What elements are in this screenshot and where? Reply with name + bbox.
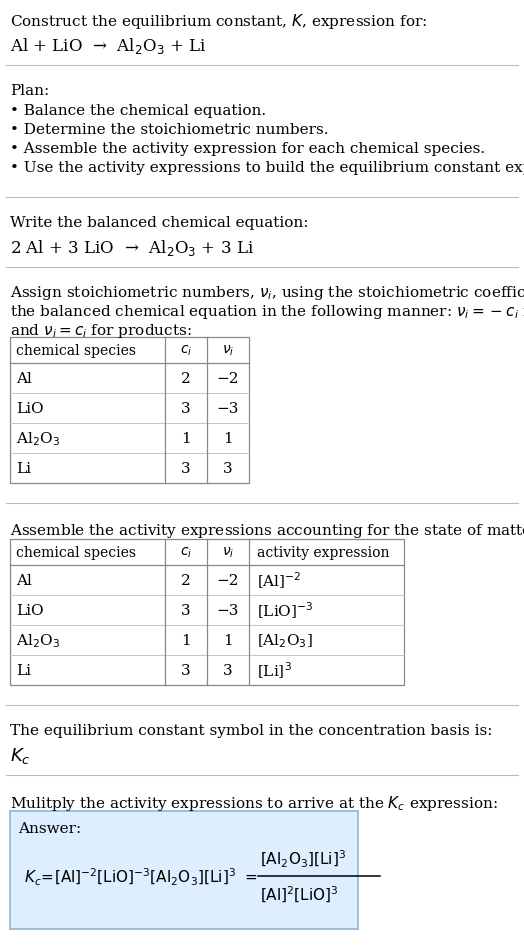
Text: Al: Al [16, 371, 32, 386]
Text: $[\mathrm{Al_2O_3}][\mathrm{Li}]^3$: $[\mathrm{Al_2O_3}][\mathrm{Li}]^3$ [260, 847, 346, 868]
Text: chemical species: chemical species [16, 545, 136, 560]
Text: 2: 2 [181, 573, 191, 587]
Text: [LiO]$^{-3}$: [LiO]$^{-3}$ [257, 600, 313, 621]
Text: Assign stoichiometric numbers, $\nu_i$, using the stoichiometric coefficients, $: Assign stoichiometric numbers, $\nu_i$, … [10, 284, 524, 302]
Text: $c_i$: $c_i$ [180, 545, 192, 560]
Text: Al$_2$O$_3$: Al$_2$O$_3$ [16, 631, 60, 649]
Text: $=$: $=$ [242, 869, 258, 883]
Text: Assemble the activity expressions accounting for the state of matter and $\nu_i$: Assemble the activity expressions accoun… [10, 522, 524, 540]
Bar [10, 540, 404, 685]
Text: 3: 3 [181, 462, 191, 475]
Text: $[\mathrm{Al}]^2[\mathrm{LiO}]^3$: $[\mathrm{Al}]^2[\mathrm{LiO}]^3$ [260, 884, 339, 904]
Text: 3: 3 [223, 462, 233, 475]
Text: • Determine the stoichiometric numbers.: • Determine the stoichiometric numbers. [10, 123, 329, 137]
Text: • Balance the chemical equation.: • Balance the chemical equation. [10, 104, 266, 118]
Text: Answer:: Answer: [18, 822, 81, 835]
Text: Mulitply the activity expressions to arrive at the $K_c$ expression:: Mulitply the activity expressions to arr… [10, 793, 498, 812]
Text: −3: −3 [217, 604, 239, 617]
Text: Plan:: Plan: [10, 84, 49, 98]
Text: [Al]$^{-2}$: [Al]$^{-2}$ [257, 570, 302, 590]
Text: Al + LiO  →  Al$_2$O$_3$ + Li: Al + LiO → Al$_2$O$_3$ + Li [10, 36, 206, 56]
Text: chemical species: chemical species [16, 344, 136, 358]
Text: Al$_2$O$_3$: Al$_2$O$_3$ [16, 429, 60, 447]
Text: LiO: LiO [16, 402, 43, 416]
Text: • Assemble the activity expression for each chemical species.: • Assemble the activity expression for e… [10, 142, 485, 156]
Text: The equilibrium constant symbol in the concentration basis is:: The equilibrium constant symbol in the c… [10, 724, 493, 737]
Text: 1: 1 [181, 431, 191, 446]
Text: $\nu_i$: $\nu_i$ [222, 545, 234, 560]
Text: −3: −3 [217, 402, 239, 416]
Text: activity expression: activity expression [257, 545, 389, 560]
Text: 3: 3 [181, 664, 191, 677]
Text: 1: 1 [181, 633, 191, 647]
Text: the balanced chemical equation in the following manner: $\nu_i = -c_i$ for react: the balanced chemical equation in the fo… [10, 303, 524, 321]
Text: 3: 3 [181, 604, 191, 617]
Text: LiO: LiO [16, 604, 43, 617]
Bar [10, 811, 358, 929]
Text: −2: −2 [217, 573, 239, 587]
Text: $K_c$: $K_c$ [10, 745, 30, 765]
Text: Li: Li [16, 664, 31, 677]
Text: 2: 2 [181, 371, 191, 386]
Text: and $\nu_i = c_i$ for products:: and $\nu_i = c_i$ for products: [10, 322, 192, 340]
Text: 1: 1 [223, 633, 233, 647]
Text: [Al$_2$O$_3$]: [Al$_2$O$_3$] [257, 631, 313, 649]
Text: Construct the equilibrium constant, $K$, expression for:: Construct the equilibrium constant, $K$,… [10, 12, 427, 31]
Text: • Use the activity expressions to build the equilibrium constant expression.: • Use the activity expressions to build … [10, 161, 524, 175]
Text: 3: 3 [223, 664, 233, 677]
Text: 1: 1 [223, 431, 233, 446]
Text: $K_c\! =\! [\mathrm{Al}]^{-2}[\mathrm{LiO}]^{-3}[\mathrm{Al_2O_3}][\mathrm{Li}]^: $K_c\! =\! [\mathrm{Al}]^{-2}[\mathrm{Li… [24, 865, 236, 886]
Text: −2: −2 [217, 371, 239, 386]
Text: 3: 3 [181, 402, 191, 416]
Text: $c_i$: $c_i$ [180, 344, 192, 358]
Text: Write the balanced chemical equation:: Write the balanced chemical equation: [10, 216, 309, 229]
Text: Al: Al [16, 573, 32, 587]
Bar [10, 338, 249, 484]
Text: 2 Al + 3 LiO  →  Al$_2$O$_3$ + 3 Li: 2 Al + 3 LiO → Al$_2$O$_3$ + 3 Li [10, 238, 254, 258]
Text: Li: Li [16, 462, 31, 475]
Text: [Li]$^3$: [Li]$^3$ [257, 660, 292, 681]
Text: $\nu_i$: $\nu_i$ [222, 344, 234, 358]
